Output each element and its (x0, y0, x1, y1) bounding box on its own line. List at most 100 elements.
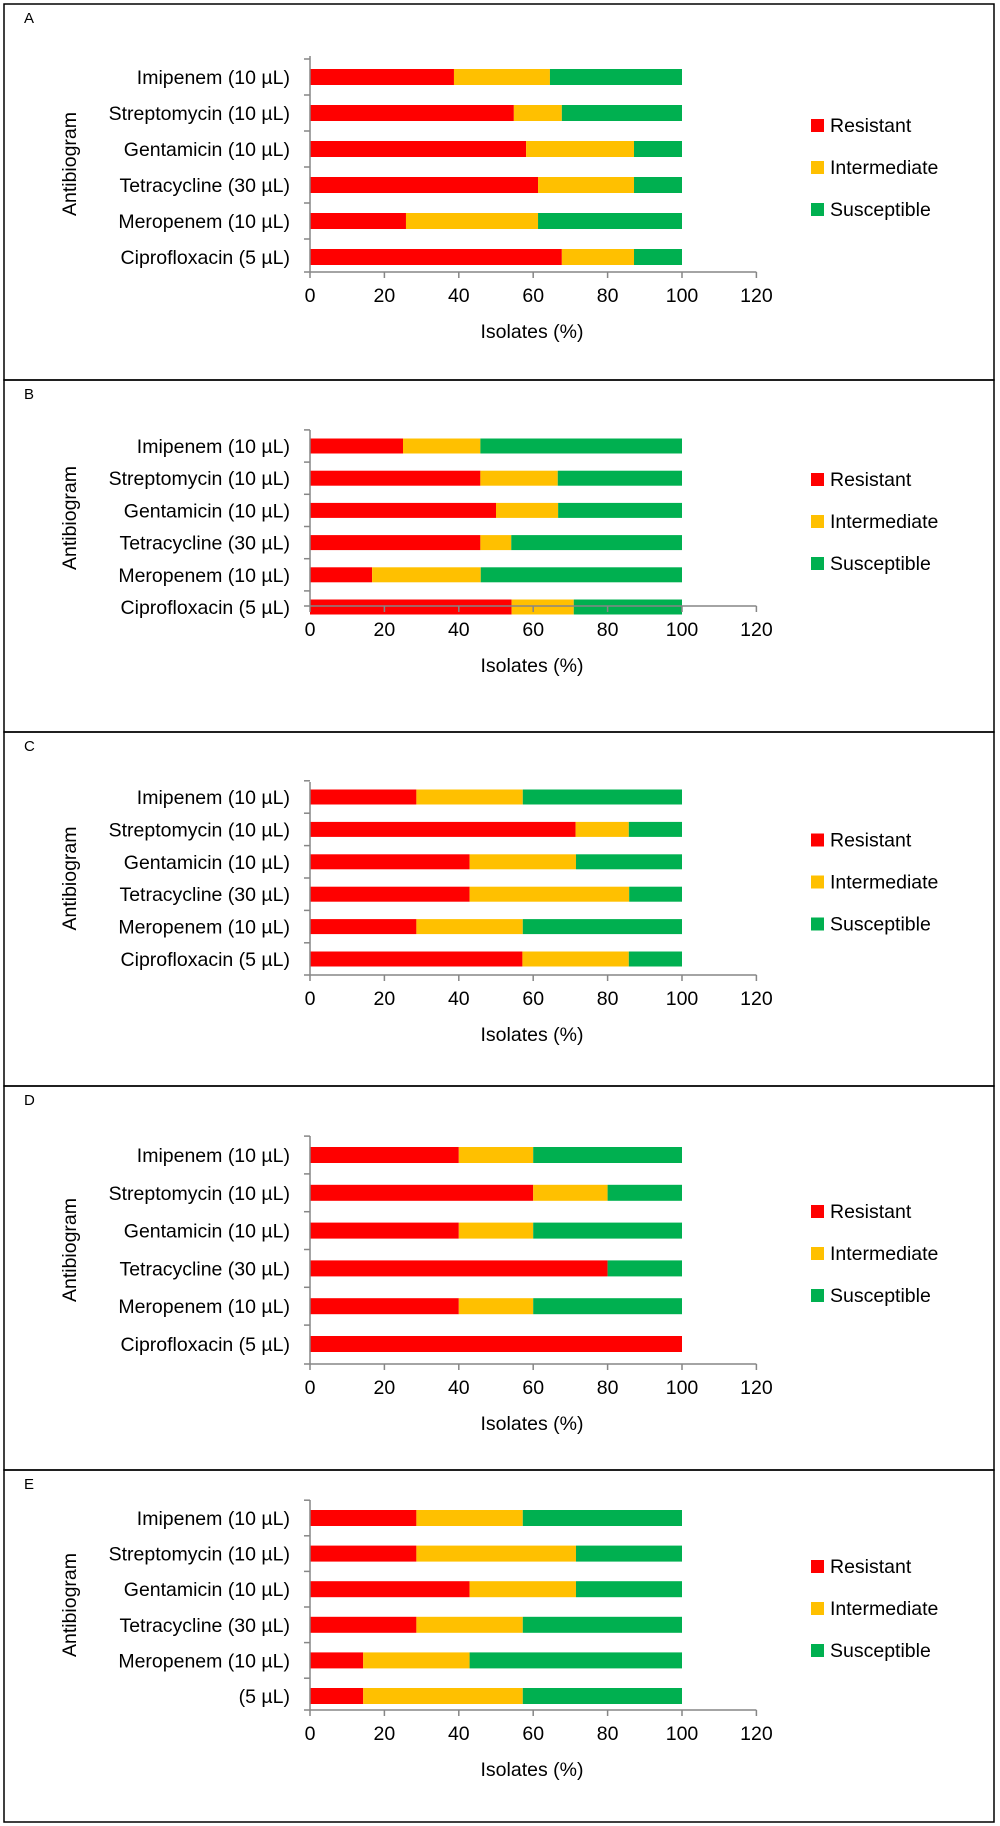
legend-swatch-susceptible (811, 203, 824, 216)
x-tick-label-60: 60 (522, 619, 544, 641)
category-label-5-l: (5 µL) (239, 1686, 290, 1708)
category-label-meropenem-10-l: Meropenem (10 µL) (118, 1650, 290, 1672)
bar-resistant-meropenem-10-l (310, 1298, 459, 1315)
bar-resistant-streptomycin-10-l (310, 1545, 417, 1562)
legend-swatch-susceptible (811, 1289, 824, 1302)
bar-susceptible-streptomycin-10-l (557, 470, 682, 486)
category-label-imipenem-10-l: Imipenem (10 µL) (137, 1508, 290, 1530)
chart-panel-a: A Imipenem (10 µL) Streptomycin (10 µL) Gen… (3, 3, 995, 381)
bar-susceptible-tetracycline-30-l (522, 1616, 682, 1633)
bar-susceptible-streptomycin-10-l (561, 105, 682, 121)
legend-label-susceptible: Susceptible (830, 1640, 931, 1662)
bar-susceptible-meropenem-10-l (469, 1652, 682, 1669)
bar-resistant-tetracycline-30-l (310, 1260, 608, 1277)
legend-label-resistant: Resistant (830, 1201, 912, 1223)
y-axis-title: Antibiogram (59, 112, 81, 216)
category-label-ciprofloxacin-5-l: Ciprofloxacin (5 µL) (121, 597, 290, 619)
panel-letter: D (24, 1092, 35, 1109)
bar-intermediate-streptomycin-10-l (533, 1184, 608, 1201)
bar-intermediate-meropenem-10-l (372, 567, 481, 583)
legend-label-resistant: Resistant (830, 1556, 912, 1578)
bar-intermediate-tetracycline-30-l (480, 535, 512, 551)
bar-resistant-streptomycin-10-l (310, 821, 576, 837)
legend-label-intermediate: Intermediate (830, 872, 938, 894)
bar-resistant-ciprofloxacin-5-l (310, 249, 562, 265)
category-label-tetracycline-30-l: Tetracycline (30 µL) (119, 175, 290, 197)
bar-intermediate-tetracycline-30-l (538, 177, 635, 193)
category-label-streptomycin-10-l: Streptomycin (10 µL) (109, 819, 290, 841)
category-label-tetracycline-30-l: Tetracycline (30 µL) (119, 884, 290, 906)
bar-susceptible-5-l (522, 1688, 682, 1704)
x-tick-label-100: 100 (666, 1723, 699, 1745)
bar-intermediate-ciprofloxacin-5-l (511, 599, 574, 615)
bar-susceptible-imipenem-10-l (533, 1147, 682, 1163)
category-label-meropenem-10-l: Meropenem (10 µL) (118, 565, 290, 587)
legend-label-intermediate: Intermediate (830, 1243, 938, 1265)
bar-susceptible-imipenem-10-l (522, 789, 682, 805)
legend-swatch-intermediate (811, 515, 824, 528)
x-tick-label-120: 120 (740, 1377, 773, 1399)
x-tick-label-80: 80 (597, 1377, 619, 1399)
bar-intermediate-ciprofloxacin-5-l (561, 249, 635, 265)
x-tick-label-100: 100 (666, 619, 699, 641)
bar-susceptible-meropenem-10-l (533, 1298, 682, 1315)
x-tick-label-60: 60 (522, 1377, 544, 1399)
x-tick-label-0: 0 (305, 1377, 316, 1399)
bar-resistant-tetracycline-30-l (310, 1616, 417, 1633)
legend-swatch-intermediate (811, 1247, 824, 1260)
category-label-streptomycin-10-l: Streptomycin (10 µL) (109, 1544, 290, 1566)
bar-susceptible-streptomycin-10-l (628, 821, 682, 837)
category-label-tetracycline-30-l: Tetracycline (30 µL) (119, 1615, 290, 1637)
bar-intermediate-gentamicin-10-l (469, 1581, 576, 1598)
bar-resistant-tetracycline-30-l (310, 177, 539, 193)
legend-swatch-susceptible (811, 917, 824, 931)
panel-letter: C (24, 738, 35, 755)
bar-resistant-imipenem-10-l (310, 1147, 459, 1163)
legend-label-resistant: Resistant (830, 830, 912, 852)
bar-resistant-gentamicin-10-l (310, 854, 470, 870)
bar-intermediate-meropenem-10-l (363, 1652, 470, 1669)
bar-susceptible-imipenem-10-l (549, 69, 682, 85)
legend-label-resistant: Resistant (830, 115, 912, 137)
category-label-tetracycline-30-l: Tetracycline (30 µL) (119, 1258, 290, 1280)
bar-resistant-imipenem-10-l (310, 1510, 417, 1526)
category-label-imipenem-10-l: Imipenem (10 µL) (137, 67, 290, 89)
x-tick-label-40: 40 (448, 285, 470, 307)
x-tick-label-100: 100 (666, 988, 699, 1010)
bar-susceptible-gentamicin-10-l (533, 1222, 682, 1239)
x-tick-label-120: 120 (740, 619, 773, 641)
bar-susceptible-meropenem-10-l (522, 919, 682, 935)
category-label-gentamicin-10-l: Gentamicin (10 µL) (124, 852, 290, 874)
category-label-meropenem-10-l: Meropenem (10 µL) (118, 211, 290, 233)
x-tick-label-40: 40 (448, 619, 470, 641)
chart-panel-e: E Imipenem (10 µL) Streptomycin (10 µL) Gen… (3, 1469, 995, 1823)
bar-intermediate-gentamicin-10-l (458, 1222, 534, 1239)
legend-swatch-resistant (811, 119, 824, 132)
bar-resistant-meropenem-10-l (310, 213, 406, 229)
panel-letter: E (24, 1476, 34, 1493)
x-axis-title: Isolates (%) (481, 1759, 584, 1781)
x-tick-label-120: 120 (740, 285, 773, 307)
bar-susceptible-streptomycin-10-l (575, 1545, 682, 1562)
legend-swatch-resistant (811, 1560, 824, 1573)
bar-resistant-5-l (310, 1688, 364, 1704)
panel-frame (3, 1469, 995, 1823)
y-axis-title: Antibiogram (59, 826, 81, 930)
category-label-meropenem-10-l: Meropenem (10 µL) (118, 1296, 290, 1318)
bar-susceptible-gentamicin-10-l (575, 1581, 682, 1598)
bar-resistant-ciprofloxacin-5-l (310, 599, 512, 615)
x-tick-label-80: 80 (597, 988, 619, 1010)
bar-resistant-meropenem-10-l (310, 919, 417, 935)
category-label-imipenem-10-l: Imipenem (10 µL) (137, 787, 290, 809)
x-tick-label-0: 0 (305, 619, 316, 641)
bar-intermediate-tetracycline-30-l (416, 1616, 523, 1633)
bar-susceptible-ciprofloxacin-5-l (628, 951, 682, 967)
category-label-streptomycin-10-l: Streptomycin (10 µL) (109, 103, 290, 125)
category-label-gentamicin-10-l: Gentamicin (10 µL) (124, 139, 290, 161)
legend-label-intermediate: Intermediate (830, 157, 938, 179)
bar-susceptible-ciprofloxacin-5-l (634, 249, 682, 265)
bar-intermediate-meropenem-10-l (405, 213, 539, 229)
legend-label-susceptible: Susceptible (830, 1285, 931, 1307)
category-label-streptomycin-10-l: Streptomycin (10 µL) (109, 468, 290, 490)
x-axis-title: Isolates (%) (481, 1024, 584, 1046)
